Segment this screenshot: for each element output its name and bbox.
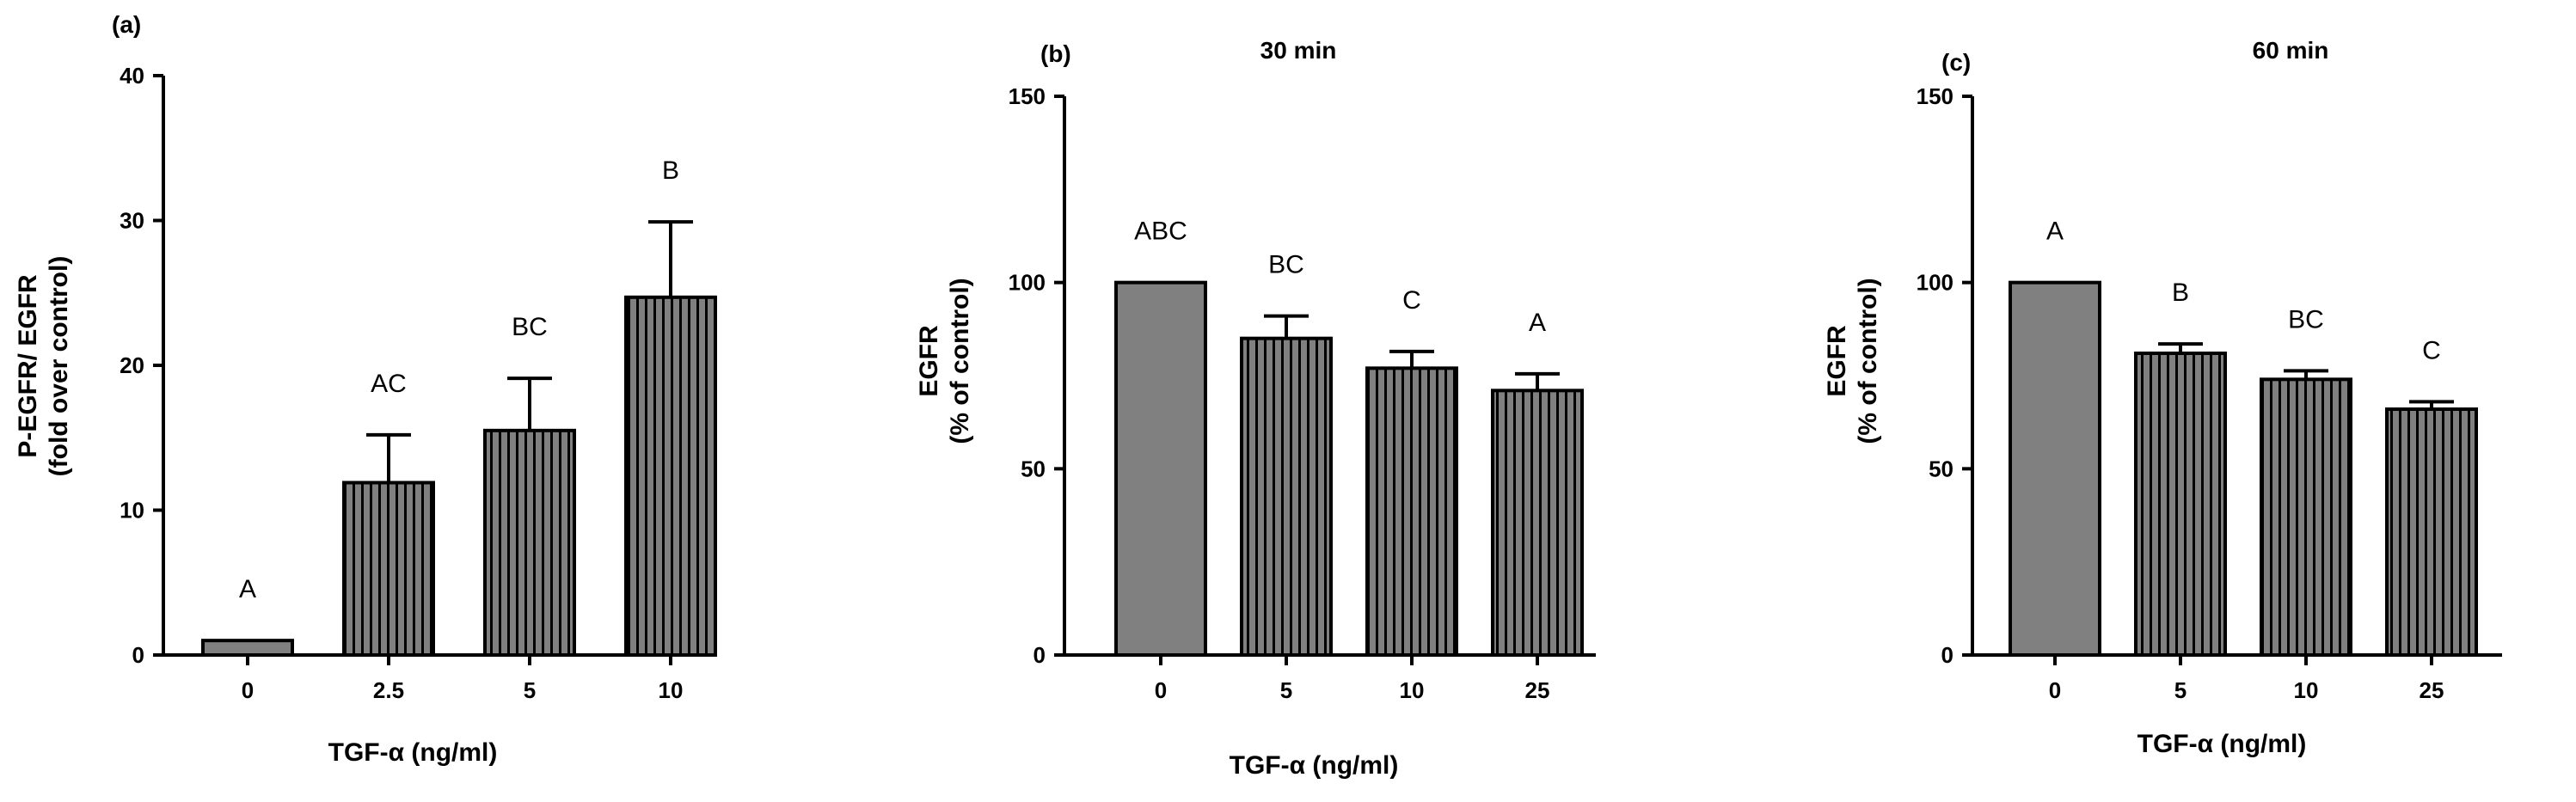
panel-a-ylabel-line1: P-EGFR/ EGFR (14, 274, 42, 458)
panel-a: (a) P-EGFR/ EGFR (fold over control) 0 10… (14, 11, 717, 767)
panel-b-x-tick-label: 10 (1400, 677, 1425, 703)
panel-a-x-ticks: 0 2.5 5 10 (242, 655, 684, 703)
panel-a-y-tick-label: 20 (120, 352, 144, 378)
panel-b-significance-label: A (1529, 309, 1546, 337)
panel-b-ylabel-line1: EGFR (915, 325, 943, 397)
panel-b-bar (1491, 389, 1584, 657)
panel-c-significance-label: BC (2288, 305, 2324, 334)
panel-c-ylabel-line1: EGFR (1823, 325, 1851, 397)
panel-c-title: 60 min (2253, 37, 2329, 64)
panel-b-ylabel: EGFR (% of control) (915, 278, 974, 444)
panel-c-y-tick-label: 0 (1941, 642, 1953, 668)
panel-c-x-tick-label: 10 (2294, 677, 2319, 703)
panel-b-bars: ABC BC C A (1114, 217, 1584, 657)
panel-c-y-tick-label: 100 (1917, 270, 1953, 296)
panel-a-bar (201, 639, 294, 658)
panel-b-y-tick-label: 150 (1009, 83, 1046, 109)
panel-b-bar (1114, 280, 1207, 657)
panel-a-y-tick-label: 0 (132, 642, 144, 668)
panel-c-label: (c) (1941, 49, 1971, 76)
panel-a-y-tick-label: 30 (120, 208, 144, 234)
panel-c-significance-label: A (2046, 217, 2064, 246)
panel-c-y-tick-label: 150 (1917, 83, 1953, 109)
panel-a-y-tick-label: 40 (120, 63, 144, 89)
panel-a-xlabel: TGF-α (ng/ml) (328, 738, 498, 767)
panel-b-x-tick-label: 25 (1525, 677, 1550, 703)
panel-b-ylabel-line2: (% of control) (946, 278, 974, 444)
panel-a-significance-label: AC (371, 370, 407, 398)
panel-c-bar (2134, 352, 2227, 657)
panel-c-x-tick-label: 25 (2420, 677, 2444, 703)
panel-a-bar (483, 428, 576, 657)
panel-c-y-ticks: 0 50 100 150 (1917, 83, 1972, 668)
panel-b-significance-label: C (1402, 286, 1421, 315)
panel-b-xlabel: TGF-α (ng/ml) (1230, 751, 1399, 780)
panel-b-label: (b) (1040, 40, 1071, 67)
panel-c-bar (2260, 377, 2352, 657)
panel-b-y-tick-label: 0 (1033, 642, 1046, 668)
panel-b-y-tick-label: 100 (1009, 270, 1046, 296)
panel-a-significance-label: B (662, 156, 679, 185)
panel-b-significance-label: ABC (1134, 217, 1187, 246)
panel-c-bar (2385, 407, 2478, 657)
panel-b-y-tick-label: 50 (1021, 456, 1046, 481)
panel-a-x-tick-label: 5 (524, 677, 536, 703)
panel-c-y-tick-label: 50 (1929, 456, 1953, 481)
panel-b: (b) 30 min EGFR (% of control) 050100150… (915, 37, 1596, 780)
panel-b-bar (1240, 336, 1333, 657)
panel-a-ylabel-line2: (fold over control) (45, 256, 73, 477)
panel-c-significance-label: B (2172, 279, 2189, 307)
panel-b-x-tick-label: 5 (1280, 677, 1292, 703)
panel-b-title: 30 min (1260, 37, 1337, 64)
panel-c-ylabel: EGFR (% of control) (1823, 278, 1882, 444)
panel-a-y-tick-label: 10 (120, 498, 144, 523)
panel-c-x-tick-label: 5 (2174, 677, 2187, 703)
panel-b-significance-label: BC (1268, 251, 1304, 279)
panel-a-bar (342, 481, 435, 657)
panel-a-ylabel: P-EGFR/ EGFR (fold over control) (14, 256, 73, 477)
panel-b-y-ticks: 0 50 100 150 (1009, 83, 1064, 668)
panel-a-y-ticks: 0 10 20 30 40 (120, 63, 163, 668)
panel-c-bar (2009, 280, 2101, 657)
panel-c-x-ticks: 0 5 10 25 (2049, 655, 2444, 703)
panel-b-x-tick-label: 0 (1155, 677, 1167, 703)
panel-a-significance-label: A (239, 575, 256, 603)
panel-a-x-tick-label: 0 (242, 677, 254, 703)
panel-a-bar (624, 295, 717, 657)
panel-c-x-tick-label: 0 (2049, 677, 2061, 703)
panel-b-x-ticks: 0 5 10 25 (1155, 655, 1550, 703)
panel-c-xlabel: TGF-α (ng/ml) (2137, 730, 2307, 758)
panel-c: (c) 60 min EGFR (% of control) 050100150… (1823, 37, 2502, 758)
panel-a-x-tick-label: 2.5 (373, 677, 404, 703)
panel-c-ylabel-line2: (% of control) (1854, 278, 1882, 444)
panel-c-significance-label: C (2422, 336, 2441, 364)
panel-b-bar (1365, 366, 1458, 657)
panel-a-bars: A AC BC B (201, 156, 717, 658)
panel-a-label: (a) (112, 11, 141, 38)
panel-c-bars: A B BC C (2009, 217, 2478, 657)
panel-a-x-tick-label: 10 (659, 677, 684, 703)
panel-a-significance-label: BC (512, 313, 548, 341)
